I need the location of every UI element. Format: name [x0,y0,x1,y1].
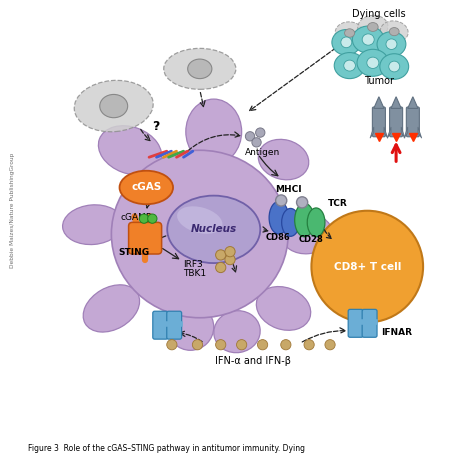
Ellipse shape [188,59,212,79]
Ellipse shape [377,32,406,57]
Ellipse shape [119,171,173,204]
Text: CD28: CD28 [298,235,323,244]
Text: TBK1: TBK1 [183,269,207,278]
Text: CD8+ T cell: CD8+ T cell [334,262,401,271]
Text: TCR: TCR [328,199,347,208]
Text: IFN-α and IFN-β: IFN-α and IFN-β [215,356,292,366]
Ellipse shape [214,311,260,353]
Ellipse shape [83,285,139,332]
Circle shape [192,340,202,350]
FancyBboxPatch shape [373,107,385,137]
Ellipse shape [358,15,388,39]
Ellipse shape [164,48,236,89]
Polygon shape [404,127,408,138]
Ellipse shape [177,206,222,234]
Ellipse shape [167,304,214,351]
Circle shape [216,340,226,350]
Text: cGAMP: cGAMP [121,213,152,222]
Ellipse shape [345,29,355,37]
Circle shape [225,247,235,257]
Ellipse shape [307,208,325,237]
Text: IRF3: IRF3 [183,260,203,269]
Ellipse shape [362,34,374,45]
Ellipse shape [256,286,311,330]
Ellipse shape [74,80,153,132]
Ellipse shape [335,22,364,44]
Polygon shape [391,97,401,109]
Polygon shape [408,97,418,109]
Polygon shape [384,127,388,138]
Polygon shape [401,127,405,138]
Ellipse shape [367,57,379,68]
Circle shape [252,138,261,147]
Text: Debbie Maizes/Nature PublishingGroup: Debbie Maizes/Nature PublishingGroup [10,153,15,269]
Ellipse shape [389,61,400,72]
Circle shape [225,255,235,265]
FancyBboxPatch shape [348,309,363,337]
Polygon shape [418,127,422,138]
Text: Figure 3  Role of the cGAS–STING pathway in antitumor immunity. Dying: Figure 3 Role of the cGAS–STING pathway … [27,445,305,453]
FancyBboxPatch shape [128,222,162,254]
Circle shape [297,197,308,208]
Circle shape [311,211,423,322]
Ellipse shape [111,150,288,318]
FancyBboxPatch shape [167,311,182,339]
Polygon shape [370,127,374,138]
Ellipse shape [332,29,361,55]
FancyBboxPatch shape [153,311,168,339]
FancyBboxPatch shape [406,107,419,137]
Ellipse shape [357,49,389,76]
Text: Dying cells: Dying cells [352,9,406,19]
Ellipse shape [63,205,123,245]
Ellipse shape [99,126,162,175]
Ellipse shape [344,60,356,71]
Ellipse shape [334,52,365,79]
Polygon shape [387,127,391,138]
Text: Tumor: Tumor [364,76,394,87]
Ellipse shape [269,201,289,234]
Text: Antigen: Antigen [245,148,280,157]
Circle shape [237,340,247,350]
Circle shape [246,132,255,141]
Text: Nucleus: Nucleus [191,224,237,234]
Ellipse shape [367,22,378,31]
Text: ?: ? [152,120,159,133]
Ellipse shape [100,95,128,117]
Circle shape [275,195,287,206]
Text: CD86: CD86 [265,233,290,242]
Ellipse shape [258,139,309,180]
Ellipse shape [295,203,314,237]
Circle shape [139,214,149,223]
Ellipse shape [167,196,260,263]
Ellipse shape [352,26,384,53]
Text: STING: STING [118,248,149,257]
Ellipse shape [186,99,242,164]
Text: MHCI: MHCI [275,185,301,194]
Circle shape [216,263,226,273]
Text: cGAS: cGAS [131,183,162,192]
Ellipse shape [386,39,397,50]
Polygon shape [374,97,384,109]
Circle shape [325,340,335,350]
Ellipse shape [281,214,332,254]
Circle shape [281,340,291,350]
Ellipse shape [282,208,300,236]
Ellipse shape [380,54,409,79]
Ellipse shape [380,21,408,43]
Circle shape [216,250,226,260]
Circle shape [304,340,314,350]
Circle shape [167,340,177,350]
FancyBboxPatch shape [362,309,377,337]
Ellipse shape [389,28,399,36]
Circle shape [148,214,157,223]
Text: IFNAR: IFNAR [381,328,412,337]
Circle shape [255,128,265,137]
Ellipse shape [341,37,352,48]
Circle shape [257,340,268,350]
FancyBboxPatch shape [390,107,402,137]
